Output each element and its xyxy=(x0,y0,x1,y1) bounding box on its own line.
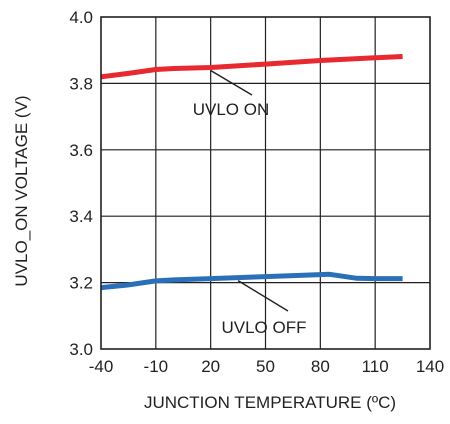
y-tick-labels: 3.0 3.2 3.4 3.6 3.8 4.0 xyxy=(69,8,93,359)
x-axis-title: JUNCTION TEMPERATURE (ºC) xyxy=(144,393,396,412)
series-line-uvlo-off xyxy=(100,271,403,291)
x-tick-label: 50 xyxy=(256,357,275,376)
annotation-label: UVLO OFF xyxy=(221,318,306,337)
y-axis-title: UVLO_ON VOLTAGE (V) xyxy=(12,95,31,286)
grid xyxy=(101,17,430,349)
x-tick-labels: -40 -10 20 50 80 110 140 xyxy=(89,357,444,376)
y-tick-label: 3.0 xyxy=(69,340,93,359)
x-tick-label: 110 xyxy=(362,357,389,376)
series-line-uvlo-on xyxy=(100,54,403,80)
annotation-leader-line xyxy=(237,280,289,312)
y-tick-label: 3.4 xyxy=(69,207,93,226)
y-tick-label: 3.6 xyxy=(69,141,93,160)
annotations: UVLO ON UVLO OFF xyxy=(193,69,307,337)
y-tick-label: 4.0 xyxy=(69,8,93,27)
plot-frame xyxy=(100,16,431,350)
x-tick-label: 80 xyxy=(311,357,330,376)
series-lines xyxy=(100,54,403,291)
x-tick-label: -40 xyxy=(89,357,114,376)
y-tick-label: 3.2 xyxy=(69,274,93,293)
x-tick-label: 20 xyxy=(201,357,220,376)
x-tick-label: 140 xyxy=(416,357,444,376)
y-tick-label: 3.8 xyxy=(69,74,93,93)
annotation-leader-line xyxy=(210,69,253,96)
annotation-label: UVLO ON xyxy=(193,100,270,119)
x-tick-label: -10 xyxy=(144,357,169,376)
